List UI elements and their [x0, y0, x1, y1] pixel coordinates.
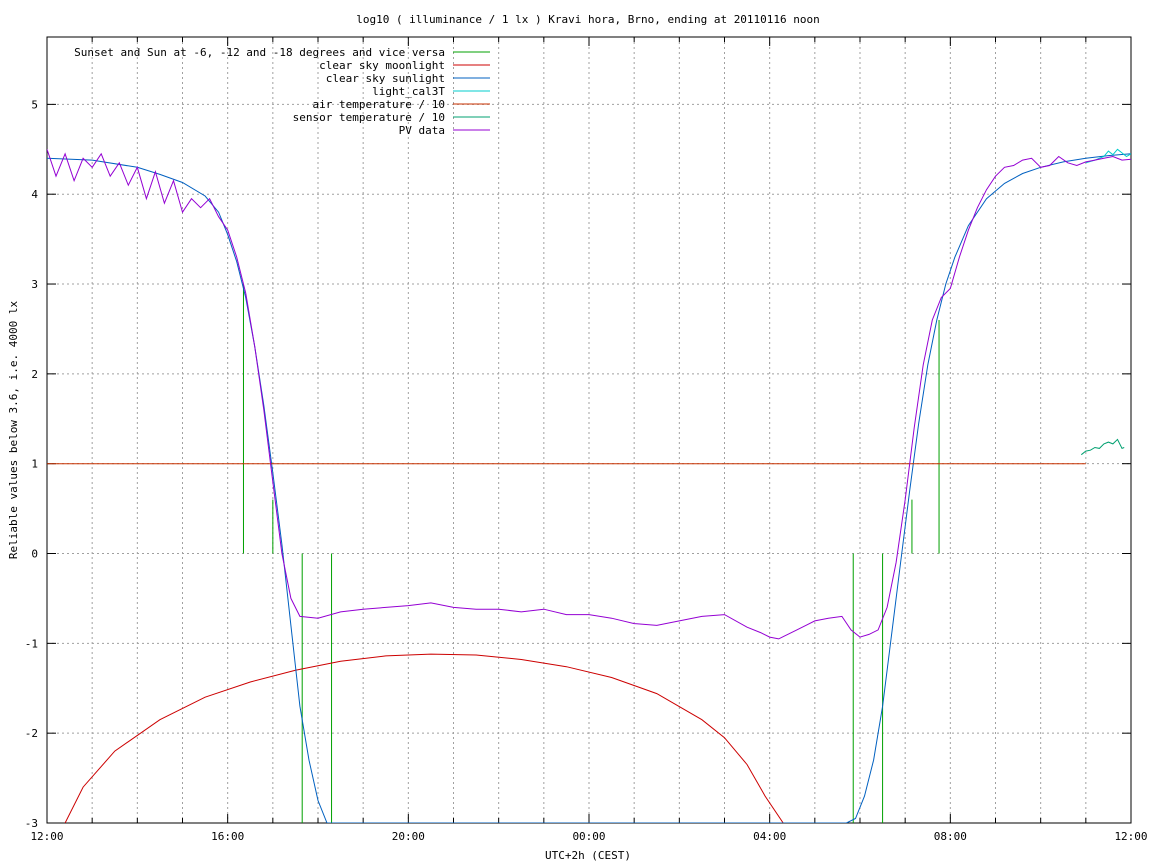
legend-label: clear sky sunlight [326, 72, 445, 85]
axis-ticks: 12:00 16:00 20:00 00:00 04:00 08:00 12:00 5 4 3 2 1… [25, 37, 1148, 843]
x-tick-label: 16:00 [211, 830, 244, 843]
y-tick-label: 3 [31, 278, 38, 291]
y-tick-label: 1 [31, 458, 38, 471]
x-tick-label: 12:00 [30, 830, 63, 843]
series-6 [47, 149, 1131, 640]
series-2 [47, 153, 1131, 823]
series-5 [1080, 438, 1125, 456]
legend-label: sensor temperature / 10 [293, 111, 445, 124]
x-tick-label: 04:00 [753, 830, 786, 843]
y-tick-label: 5 [31, 98, 38, 111]
x-tick-label: 08:00 [934, 830, 967, 843]
series-group [47, 148, 1131, 823]
legend: Sunset and Sun at -6, -12 and -18 degree… [74, 46, 490, 137]
legend-label: light_cal3T [372, 85, 445, 98]
x-tick-label: 20:00 [392, 830, 425, 843]
series-3 [1085, 148, 1131, 164]
x-axis-label: UTC+2h (CEST) [545, 849, 631, 862]
series-0 [242, 284, 940, 823]
series-line [1080, 438, 1125, 456]
legend-label: clear sky moonlight [319, 59, 445, 72]
series-line [1085, 148, 1131, 164]
x-tick-label: 00:00 [572, 830, 605, 843]
grid [47, 37, 1131, 823]
legend-label: PV data [399, 124, 445, 137]
y-axis-label: Reliable values below 3.6, i.e. 4000 lx [7, 300, 20, 559]
y-tick-label: 0 [31, 548, 38, 561]
series-line [47, 149, 1131, 640]
series-line [64, 653, 784, 823]
y-tick-label: -2 [25, 727, 38, 740]
legend-label: Sunset and Sun at -6, -12 and -18 degree… [74, 46, 445, 59]
series-1 [64, 653, 784, 823]
y-tick-label: 4 [31, 188, 38, 201]
y-tick-label: -3 [25, 817, 38, 830]
x-tick-label: 12:00 [1114, 830, 1147, 843]
y-tick-label: -1 [25, 637, 38, 650]
chart-title: log10 ( illuminance / 1 lx ) Kravi hora,… [356, 13, 820, 26]
legend-label: air temperature / 10 [313, 98, 445, 111]
series-line [47, 153, 1131, 823]
y-tick-label: 2 [31, 368, 38, 381]
